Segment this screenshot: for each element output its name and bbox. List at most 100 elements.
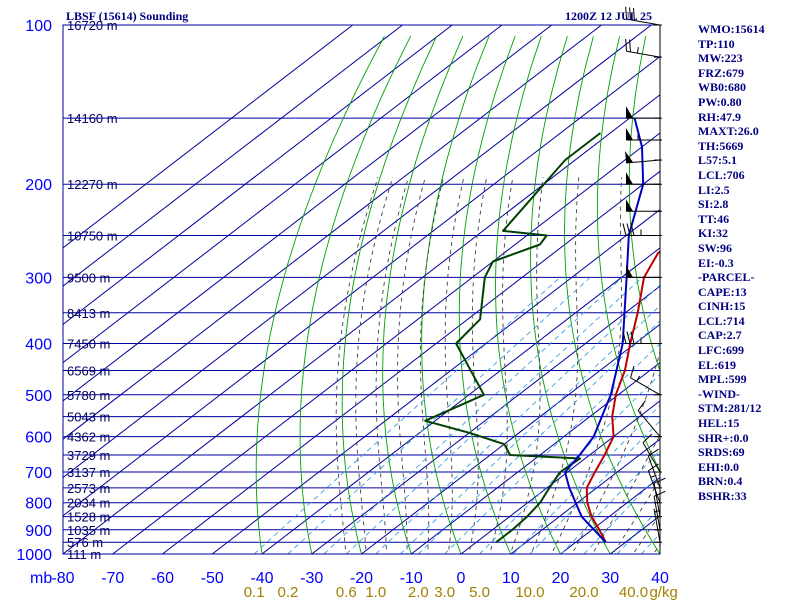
wind-barb-full xyxy=(653,477,666,484)
wind-barb-staff xyxy=(626,18,661,26)
height-label: 10750 m xyxy=(67,229,118,244)
temperature-tick-label: -30 xyxy=(300,570,323,587)
pressure-tick-label: 100 xyxy=(25,18,52,35)
wind-barb-half xyxy=(636,375,641,382)
mixing-ratio-label: 10.0 xyxy=(515,584,544,600)
isotherm-line xyxy=(63,25,602,440)
mixing-ratio-label: 0.2 xyxy=(278,584,299,600)
stat-line: EI:-0.3 xyxy=(698,255,734,270)
wind-barb-full xyxy=(629,7,631,20)
dry-adiabat-line xyxy=(255,35,385,554)
mixing-ratio-line xyxy=(512,404,660,554)
temperature-tick-label: -10 xyxy=(400,570,423,587)
stat-line: TP:110 xyxy=(698,36,735,51)
stat-line: LI:2.5 xyxy=(698,182,730,197)
wind-barb xyxy=(626,265,662,278)
isotherm-line xyxy=(211,208,660,554)
height-label: 4362 m xyxy=(67,430,110,445)
dry-adiabat-line xyxy=(596,36,660,472)
height-label: 111 m xyxy=(67,547,101,562)
wind-barb xyxy=(647,463,662,504)
height-label: 2573 m xyxy=(67,481,110,496)
height-label: 3729 m xyxy=(67,448,110,463)
wind-barb-staff xyxy=(637,410,661,437)
wind-barb xyxy=(630,365,662,396)
mixing-ratio-line xyxy=(399,305,660,554)
mixing-ratio-line xyxy=(529,420,660,554)
height-label: 7450 m xyxy=(67,336,110,351)
wind-barb-full xyxy=(630,365,635,378)
mixing-ratio-label: 0.1 xyxy=(244,584,265,600)
stat-line: MPL:599 xyxy=(698,372,747,387)
wind-barb xyxy=(622,223,662,237)
stat-line: WMO:15614 xyxy=(698,22,765,36)
wind-barb xyxy=(626,106,662,119)
wind-barb-full xyxy=(625,6,628,20)
wind-barb-staff xyxy=(647,470,661,503)
moist-adiabat-line xyxy=(355,177,394,554)
stat-line: TH:5669 xyxy=(698,138,744,153)
stat-line: CAPE:13 xyxy=(698,284,747,299)
dry-adiabat-line xyxy=(495,36,562,554)
grid-layer xyxy=(63,25,660,554)
isotherm-line xyxy=(63,94,660,554)
moist-adiabat-line xyxy=(632,513,660,554)
stat-line: SW:96 xyxy=(698,240,733,255)
pressure-tick-label: 900 xyxy=(25,523,52,540)
isotherm-line xyxy=(261,247,660,554)
temperature-tick-label: 0 xyxy=(457,570,466,587)
dry-adiabat-line xyxy=(299,36,412,554)
wind-barb xyxy=(626,172,662,185)
stat-line: BSHR:33 xyxy=(698,489,747,503)
temperature-tick-label: -40 xyxy=(250,570,273,587)
mixing-ratio-line xyxy=(417,320,660,554)
mixing-ratio-label: 20.0 xyxy=(569,584,598,600)
wind-barb-full xyxy=(648,448,659,457)
wind-barb-staff xyxy=(653,508,661,543)
height-label: 12270 m xyxy=(67,177,118,192)
temperature-tick-label: 20 xyxy=(552,570,570,587)
wind-barb-full xyxy=(625,38,628,52)
wind-barb-full xyxy=(633,8,635,21)
stat-line: MW:223 xyxy=(698,51,743,66)
isotherm-line xyxy=(63,25,652,479)
pressure-tick-label: 400 xyxy=(25,336,52,353)
temperature-tick-label: -50 xyxy=(201,570,224,587)
mixing-ratio-line xyxy=(375,284,660,554)
height-label: 16720 m xyxy=(67,18,118,33)
isotherm-line xyxy=(63,25,553,402)
isotherm-line xyxy=(510,438,660,554)
wind-barb-staff xyxy=(626,159,661,164)
moist-adiabat-line xyxy=(489,177,514,554)
wind-barb-full xyxy=(630,223,635,236)
isotherm-line xyxy=(162,170,660,554)
stat-line: BRN:0.4 xyxy=(698,474,743,489)
dry-adiabat-line xyxy=(341,36,438,554)
wind-barb xyxy=(626,199,662,212)
height-label: 6569 m xyxy=(67,364,110,379)
wind-barb-flag xyxy=(626,265,633,278)
height-label: 2034 m xyxy=(67,496,110,511)
height-label: 1035 m xyxy=(67,523,110,538)
mixing-ratio-line xyxy=(616,507,660,554)
dewpoint-profile xyxy=(424,132,602,543)
wind-barb-half xyxy=(650,474,657,478)
mixing-ratio-label: 3.0 xyxy=(434,584,455,600)
stat-line: LFC:699 xyxy=(698,343,744,358)
mixing-ratio-label: 0.6 xyxy=(336,584,357,600)
wind-barb-full xyxy=(626,223,631,236)
wind-barb-full xyxy=(622,331,627,344)
dry-adiabat-line xyxy=(530,36,611,554)
wind-barb-flag xyxy=(626,106,633,119)
stat-line: FRZ:679 xyxy=(698,65,744,80)
height-label: 3137 m xyxy=(67,465,110,480)
isotherm-line xyxy=(410,362,660,554)
wind-barb xyxy=(626,128,662,141)
mixing-ratio-label: 40.0 xyxy=(619,584,648,600)
wind-barb-staff xyxy=(653,496,661,530)
wind-barb-staff xyxy=(626,50,661,58)
temperature-tick-label: 40 xyxy=(651,570,669,587)
wind-barb xyxy=(622,331,662,344)
